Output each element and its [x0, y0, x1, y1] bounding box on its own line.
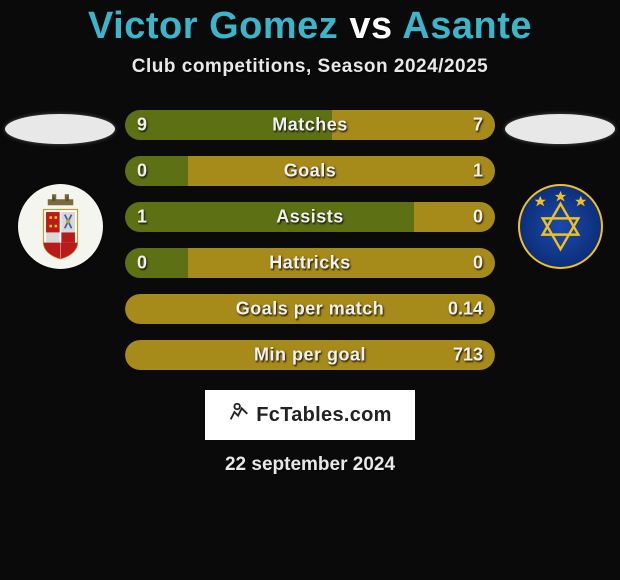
title-vs: vs	[349, 5, 392, 47]
bar-seg-left	[125, 248, 188, 278]
bar-seg-right	[332, 110, 495, 140]
watermark-text: FcTables.com	[256, 404, 392, 427]
bar-seg-right	[125, 294, 495, 324]
left-badge-column	[5, 102, 115, 269]
stat-bar-row: Matches97	[125, 110, 495, 140]
maccabi-crest-svg	[520, 186, 601, 267]
braga-crest-svg	[18, 184, 103, 269]
maccabi-crest-icon	[518, 184, 603, 269]
watermark-icon	[228, 401, 250, 429]
page-title: Victor Gomez vs Asante	[0, 5, 620, 48]
bar-seg-left	[125, 110, 332, 140]
bar-seg-left	[125, 202, 414, 232]
bar-seg-right	[188, 156, 495, 186]
stat-bar-row: Hattricks00	[125, 248, 495, 278]
bar-seg-left	[125, 156, 188, 186]
braga-crest-icon	[18, 184, 103, 269]
stat-bar-row: Assists10	[125, 202, 495, 232]
stat-bar-row: Goals01	[125, 156, 495, 186]
comparison-container: Victor Gomez vs Asante Club competitions…	[0, 0, 620, 580]
content-area: Matches97 Goals01 Assists10 Hattricks00 Goal…	[0, 102, 620, 476]
subtitle: Club competitions, Season 2024/2025	[0, 56, 620, 78]
title-player1: Victor Gomez	[88, 5, 338, 47]
stat-bar-row: Min per goal713	[125, 340, 495, 370]
player1-placeholder-icon	[5, 114, 115, 144]
bar-seg-right	[414, 202, 495, 232]
player2-placeholder-icon	[505, 114, 615, 144]
watermark-badge: FcTables.com	[205, 390, 415, 440]
title-player2: Asante	[402, 5, 532, 47]
stat-bar-row: Goals per match0.14	[125, 294, 495, 324]
date-text: 22 september 2024	[0, 454, 620, 476]
bar-seg-right	[188, 248, 495, 278]
right-badge-column	[505, 102, 615, 269]
stat-bars: Matches97 Goals01 Assists10 Hattricks00 Goal…	[125, 102, 495, 370]
bar-seg-right	[125, 340, 495, 370]
